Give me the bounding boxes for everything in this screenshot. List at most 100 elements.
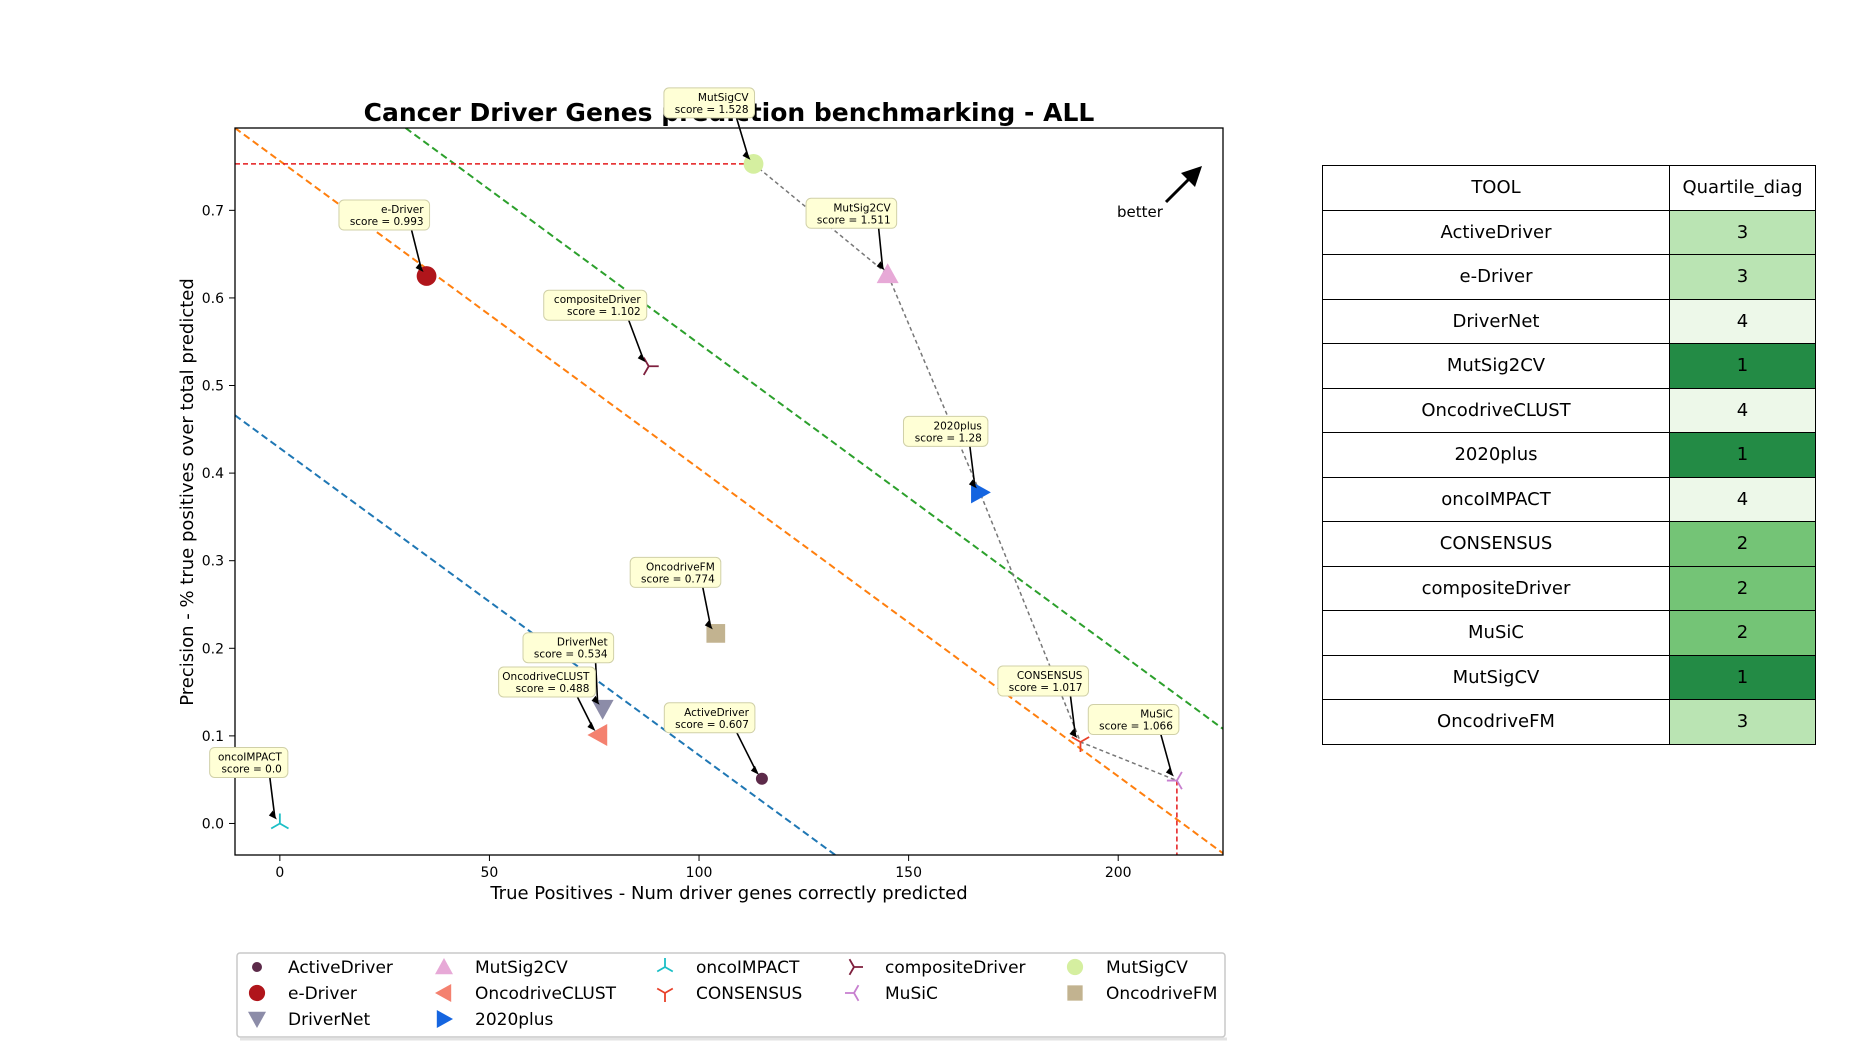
legend-marker <box>252 962 262 972</box>
legend-label: MutSig2CV <box>475 958 568 978</box>
better-indicator: better <box>1117 166 1202 221</box>
legend-marker <box>848 958 863 976</box>
annotation-tool-label: oncoIMPACT <box>218 751 282 763</box>
annotation-box <box>805 197 898 229</box>
y-tick-label: 0.7 <box>202 203 224 219</box>
quartile-line <box>235 414 836 855</box>
table-cell-tool: 2020plus <box>1322 432 1670 478</box>
y-tick-label: 0.6 <box>202 291 224 307</box>
data-point <box>1166 771 1183 790</box>
table-cell-tool: CONSENSUS <box>1322 521 1670 567</box>
legend-label: DriverNet <box>288 1010 370 1030</box>
annotation-score-label: score = 0.993 <box>350 216 424 228</box>
table-header-row: TOOL Quartile_diag <box>1322 165 1816 211</box>
better-arrow-icon <box>1164 174 1194 204</box>
legend-label: e-Driver <box>288 984 357 1004</box>
annotation-score-label: score = 0.774 <box>641 573 715 585</box>
plot-frame <box>234 127 1224 856</box>
annotation-arrowhead <box>750 765 759 775</box>
data-point <box>755 772 768 785</box>
x-axis-label: True Positives - Num driver genes correc… <box>489 883 967 904</box>
annotation-score-label: score = 0.534 <box>534 649 608 661</box>
annotation-score-label: score = 0.607 <box>675 719 749 731</box>
table-cell-tool: OncodriveCLUST <box>1322 387 1670 433</box>
annotation-box <box>338 199 431 231</box>
table-cell-tool: MuSiC <box>1322 610 1670 656</box>
plot-clipped-layer <box>235 128 1223 855</box>
annotation-arrow <box>410 229 423 271</box>
annotation-tool-label: MutSig2CV <box>833 202 891 214</box>
table-row: compositeDriver 2 <box>1322 565 1816 611</box>
annotation-score-label: score = 1.28 <box>915 432 982 444</box>
y-axis-label: Precision - % true positives over total … <box>177 278 198 706</box>
better-arrowhead-icon <box>1181 166 1202 187</box>
y-tick-label: 0.0 <box>202 816 224 832</box>
legend-label: MuSiC <box>885 984 938 1004</box>
table-row: MuSiC 2 <box>1322 610 1816 656</box>
x-tick-label: 150 <box>895 865 922 881</box>
annotation-arrowhead <box>587 722 596 732</box>
table-cell-tool: DriverNet <box>1322 298 1670 344</box>
pareto-frontier-line <box>753 163 1178 782</box>
table-cell-tool: OncodriveFM <box>1322 699 1670 745</box>
legend-marker <box>435 984 452 1002</box>
annotation-tool-label: 2020plus <box>933 420 981 432</box>
legend-marker <box>1067 985 1083 1001</box>
quartile-line <box>235 128 1223 855</box>
annotation-arrowhead <box>591 695 600 705</box>
table-cell-quartile: 3 <box>1669 254 1816 300</box>
data-point <box>876 263 899 284</box>
annotation-box <box>663 702 756 734</box>
table-cell-quartile: 4 <box>1669 387 1816 433</box>
table-row: DriverNet 4 <box>1322 298 1816 344</box>
annotation-arrowhead <box>268 810 277 820</box>
annotation-arrow <box>969 446 976 487</box>
legend-marker <box>436 1010 453 1028</box>
annotation-tool-label: DriverNet <box>557 637 608 649</box>
annotation-box <box>663 87 756 119</box>
annotation-box <box>522 632 615 664</box>
legend-label: CONSENSUS <box>696 984 802 1004</box>
annotation-box <box>543 289 648 321</box>
annotation-arrow <box>702 587 712 628</box>
annotation-arrowhead <box>1069 729 1078 739</box>
annotation-arrowhead <box>876 261 885 271</box>
annotation-tool-label: MutSigCV <box>698 92 749 104</box>
x-tick-label: 0 <box>275 865 284 881</box>
quartile-table: TOOL Quartile_diag ActiveDriver 3 e-Driver… <box>1322 165 1816 745</box>
data-point <box>270 813 289 830</box>
data-point <box>591 699 614 720</box>
annotation-arrowhead <box>968 479 977 489</box>
table-cell-tool: MutSigCV <box>1322 654 1670 700</box>
table-row: OncodriveCLUST 4 <box>1322 387 1816 433</box>
table-cell-tool: oncoIMPACT <box>1322 476 1670 522</box>
annotation-tool-label: e-Driver <box>381 204 424 216</box>
annotation-tool-label: OncodriveCLUST <box>502 671 590 683</box>
legend-marker <box>435 958 453 975</box>
table-cell-tool: MutSig2CV <box>1322 343 1670 389</box>
annotation-arrowhead <box>704 620 713 630</box>
legend-label: MutSigCV <box>1106 958 1188 978</box>
y-tick-label: 0.5 <box>202 379 224 395</box>
annotation-arrow <box>877 228 884 269</box>
table-row: ActiveDriver 3 <box>1322 209 1816 255</box>
annotation-score-label: score = 1.017 <box>1009 682 1083 694</box>
table-cell-tool: compositeDriver <box>1322 565 1670 611</box>
table-cell-quartile: 1 <box>1669 654 1816 700</box>
annotation-score-label: score = 1.066 <box>1099 721 1173 733</box>
table-cell-quartile: 4 <box>1669 476 1816 522</box>
table-row: 2020plus 1 <box>1322 432 1816 478</box>
annotation-score-label: score = 1.511 <box>817 214 891 226</box>
annotation-box <box>629 556 722 588</box>
y-tick-label: 0.1 <box>202 729 224 745</box>
annotation-score-label: score = 1.102 <box>567 306 641 318</box>
table-cell-quartile: 2 <box>1669 521 1816 567</box>
annotation-arrow <box>269 777 276 818</box>
x-tick-label: 200 <box>1105 865 1132 881</box>
legend-marker <box>248 984 266 1002</box>
y-tick-label: 0.2 <box>202 641 224 657</box>
annotation-box <box>498 666 596 698</box>
table-cell-quartile: 2 <box>1669 610 1816 656</box>
x-tick-label: 100 <box>686 865 713 881</box>
annotation-box <box>1087 704 1180 736</box>
